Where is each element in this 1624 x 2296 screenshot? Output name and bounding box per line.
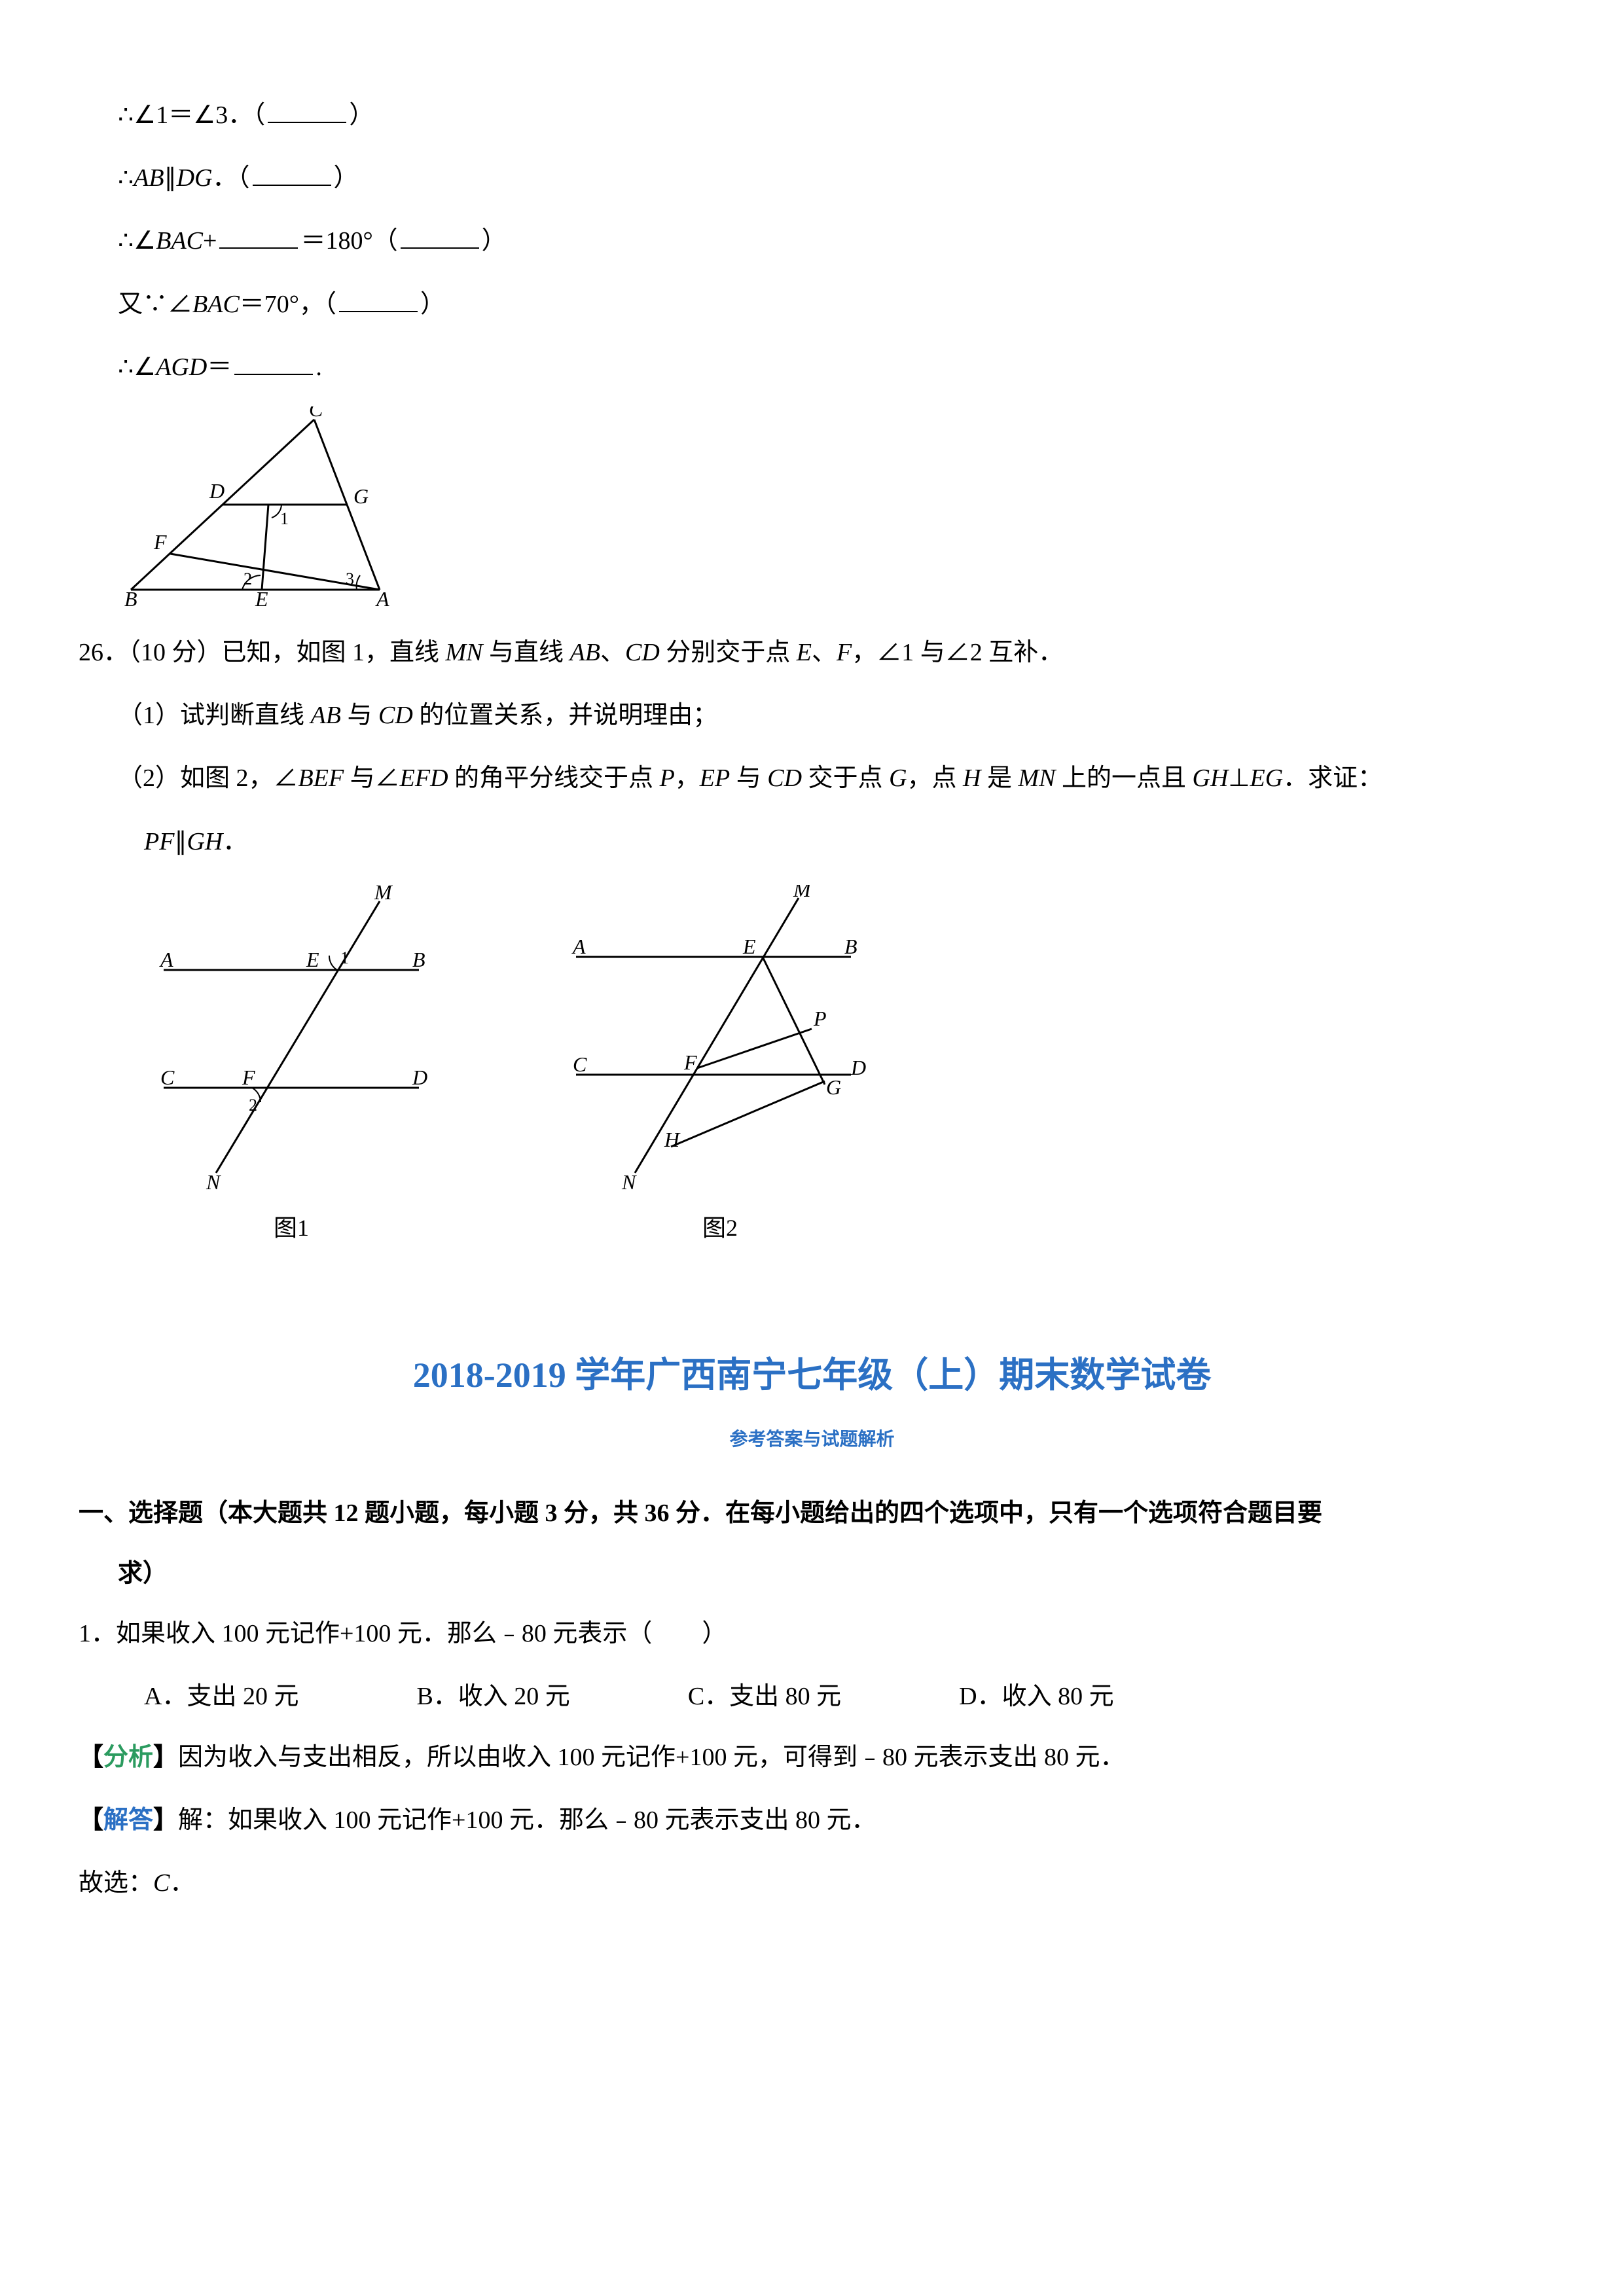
proof-line-3: ∴∠BAC+ ＝180°（ ） — [79, 217, 1545, 264]
proof-line-5: ∴∠AGD＝. — [79, 344, 1545, 391]
q1-analysis: 【分析】因为收入与支出相反，所以由收入 100 元记作+100 元，可得到﹣80… — [79, 1734, 1545, 1781]
svg-text:B: B — [844, 935, 857, 958]
svg-text:A: A — [571, 935, 586, 958]
choice-a[interactable]: A．支出 20 元 — [144, 1673, 298, 1720]
text: 又∵∠ — [118, 291, 192, 318]
svg-text:E: E — [306, 948, 319, 971]
text: ） — [334, 164, 359, 192]
choice-b[interactable]: B．收入 20 元 — [416, 1673, 569, 1720]
svg-text:1: 1 — [340, 948, 349, 967]
svg-text:E: E — [255, 587, 268, 609]
svg-text:A: A — [159, 948, 173, 971]
svg-text:P: P — [813, 1007, 827, 1030]
figure-2: A B C D E F M N G H P 图2 — [556, 885, 884, 1250]
figure-1: A B C D E F M N 1 2 图1 — [144, 885, 439, 1250]
text: ∴∠ — [118, 353, 156, 381]
svg-text:B: B — [124, 587, 137, 609]
paper-subtitle: 参考答案与试题解析 — [79, 1422, 1545, 1457]
blank[interactable] — [401, 224, 479, 249]
q26-part3: PF∥GH． — [79, 818, 1545, 865]
svg-text:D: D — [209, 479, 225, 503]
proof-line-2: ∴AB∥DG．（ ） — [79, 154, 1545, 202]
svg-text:1: 1 — [280, 509, 289, 528]
svg-text:E: E — [742, 935, 756, 958]
text: ＝70°，（ — [240, 291, 336, 318]
text: ＝180°（ — [300, 227, 397, 255]
svg-text:G: G — [353, 484, 369, 508]
blank[interactable] — [234, 350, 313, 375]
svg-text:N: N — [621, 1170, 637, 1194]
text: ） — [420, 291, 445, 318]
text: ） — [349, 101, 374, 129]
svg-text:2: 2 — [249, 1096, 257, 1115]
svg-text:C: C — [309, 406, 323, 421]
svg-text:G: G — [826, 1075, 841, 1099]
svg-text:C: C — [573, 1052, 587, 1076]
var-agd: AGD — [156, 353, 207, 381]
svg-text:M: M — [793, 885, 812, 901]
choice-c[interactable]: C．支出 80 元 — [688, 1673, 841, 1720]
var-bac: BAC — [156, 227, 203, 255]
text: . — [316, 353, 322, 381]
paper-title: 2018-2019 学年广西南宁七年级（上）期末数学试卷 — [79, 1342, 1545, 1409]
q1-choices: A．支出 20 元 B．收入 20 元 C．支出 80 元 D．收入 80 元 — [79, 1673, 1545, 1720]
analysis-label: 分析 — [103, 1744, 153, 1771]
solution-label: 解答 — [103, 1806, 153, 1834]
q26-part2: （2）如图 2，∠BEF 与∠EFD 的角平分线交于点 P，EP 与 CD 交于… — [79, 755, 1545, 802]
q26-figures: A B C D E F M N 1 2 图1 A B C D E F M — [144, 885, 1545, 1250]
triangle-svg: B E A C D G F 1 2 3 — [118, 406, 393, 609]
svg-text:C: C — [160, 1066, 175, 1089]
proof-line-1: ∴∠1＝∠3．（ ） — [79, 92, 1545, 139]
svg-text:F: F — [153, 530, 167, 554]
q1-stem: 1．如果收入 100 元记作+100 元．那么﹣80 元表示（ ） — [79, 1610, 1545, 1657]
text: ∥ — [164, 164, 177, 192]
blank[interactable] — [268, 98, 346, 123]
q1-final: 故选：C． — [79, 1859, 1545, 1907]
blank[interactable] — [219, 224, 298, 249]
svg-text:3: 3 — [346, 569, 354, 588]
proof-line-4: 又∵∠BAC＝70°，（ ） — [79, 281, 1545, 328]
svg-text:H: H — [664, 1128, 681, 1151]
blank[interactable] — [253, 161, 331, 186]
q26-header: 26．（10 分）已知，如图 1，直线 MN 与直线 AB、CD 分别交于点 E… — [79, 629, 1545, 676]
svg-text:F: F — [683, 1050, 697, 1074]
svg-text:2: 2 — [244, 569, 252, 588]
text: ∴∠ — [118, 227, 156, 255]
svg-text:A: A — [375, 587, 389, 609]
var-bac: BAC — [192, 291, 240, 318]
section-1-head-cont: 求） — [79, 1550, 1545, 1597]
triangle-figure: B E A C D G F 1 2 3 — [118, 406, 1545, 609]
section-1-head: 一、选择题（本大题共 12 题小题，每小题 3 分，共 36 分．在每小题给出的… — [79, 1490, 1545, 1537]
svg-text:M: M — [374, 885, 393, 904]
svg-text:N: N — [206, 1170, 221, 1194]
fig1-caption: 图1 — [144, 1206, 439, 1250]
var-ab: AB — [134, 164, 164, 192]
text: ∴∠1＝∠3．（ — [118, 101, 265, 129]
text: 26．（10 分）已知，如图 1，直线 — [79, 639, 446, 666]
svg-text:B: B — [412, 948, 425, 971]
svg-text:D: D — [412, 1066, 427, 1089]
q26-part1: （1）试判断直线 AB 与 CD 的位置关系，并说明理由； — [79, 692, 1545, 739]
choice-d[interactable]: D．收入 80 元 — [959, 1673, 1113, 1720]
svg-text:F: F — [242, 1066, 255, 1089]
fig2-caption: 图2 — [556, 1206, 884, 1250]
text: ） — [482, 227, 507, 255]
blank[interactable] — [339, 287, 418, 312]
text: ∴ — [118, 164, 134, 192]
text: + — [203, 227, 217, 255]
var-dg: DG — [177, 164, 213, 192]
q1-solution: 【解答】解：如果收入 100 元记作+100 元．那么﹣80 元表示支出 80 … — [79, 1797, 1545, 1844]
text: ．（ — [213, 164, 250, 192]
text: ＝ — [207, 353, 232, 381]
svg-text:D: D — [850, 1056, 866, 1079]
